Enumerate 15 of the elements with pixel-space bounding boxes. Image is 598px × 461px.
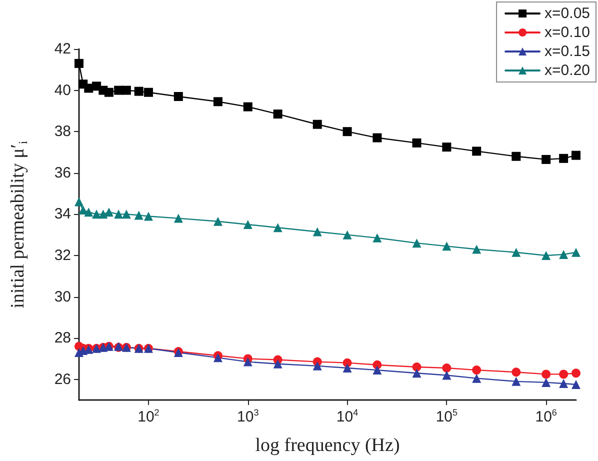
y-tick-label: 32 — [54, 246, 71, 264]
y-axis-title: initial permeability μ′i — [8, 140, 30, 308]
legend-label: x=0.05 — [544, 5, 590, 22]
x-axis-title: log frequency (Hz) — [255, 435, 400, 456]
y-tick-label: 26 — [54, 370, 71, 388]
y-tick-label: 36 — [54, 164, 71, 182]
legend-label: x=0.10 — [544, 24, 590, 41]
y-tick-label: 42 — [54, 40, 71, 58]
y-tick-label: 40 — [54, 82, 71, 99]
y-tick-label: 30 — [54, 288, 71, 306]
y-tick-label: 38 — [54, 123, 71, 140]
y-tick-label: 28 — [54, 330, 71, 347]
legend-label: x=0.15 — [544, 43, 590, 60]
y-tick-label: 34 — [54, 206, 71, 223]
legend-label: x=0.20 — [544, 62, 590, 79]
